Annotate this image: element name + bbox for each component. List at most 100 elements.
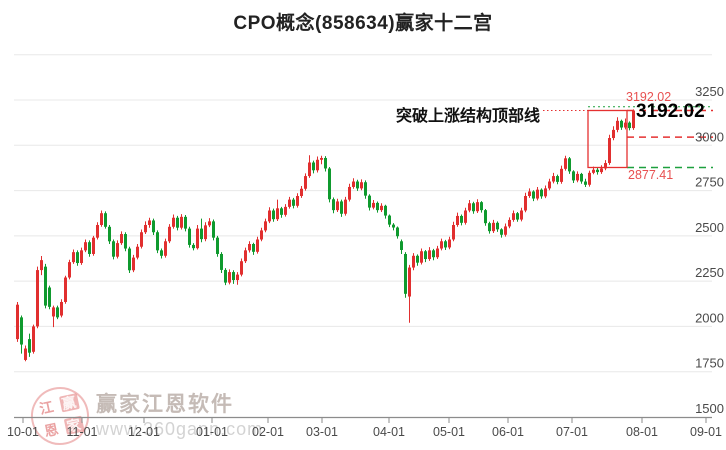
candle xyxy=(624,122,627,128)
y-tick-label: 2250 xyxy=(695,265,724,280)
x-tick-label: 07-01 xyxy=(556,425,588,439)
candle xyxy=(76,252,79,264)
candle xyxy=(100,213,103,225)
x-tick-label: 10-01 xyxy=(7,425,39,439)
x-tick-label: 02-01 xyxy=(252,425,284,439)
candle xyxy=(356,181,359,189)
candle xyxy=(192,244,195,249)
x-tick-label: 06-01 xyxy=(492,425,524,439)
x-tick-label: 12-01 xyxy=(128,425,160,439)
candle xyxy=(172,217,175,227)
candle xyxy=(576,173,579,181)
candle xyxy=(460,215,463,223)
candle xyxy=(500,229,503,235)
candle xyxy=(312,162,315,171)
candle xyxy=(280,208,283,215)
candle xyxy=(592,169,595,173)
candle xyxy=(36,270,39,327)
candle xyxy=(28,339,31,353)
candle xyxy=(464,210,467,223)
candle xyxy=(112,241,115,257)
candle xyxy=(20,317,23,345)
candle xyxy=(16,304,19,340)
candle xyxy=(292,199,295,206)
x-tick-label: 09-01 xyxy=(690,425,722,439)
candle xyxy=(316,159,319,171)
breakout-annotation-label: 突破上涨结构顶部线 xyxy=(395,108,540,125)
candle xyxy=(336,201,339,211)
candle xyxy=(544,188,547,197)
candle xyxy=(284,206,287,215)
breakout-box xyxy=(587,109,628,169)
candle xyxy=(604,163,607,169)
candle xyxy=(196,228,199,249)
candle xyxy=(200,228,203,240)
candle xyxy=(328,168,331,200)
x-tick-label: 03-01 xyxy=(306,425,338,439)
candle xyxy=(564,158,567,169)
candle xyxy=(212,221,215,238)
candle xyxy=(152,220,155,233)
candle xyxy=(52,307,55,317)
gridlines xyxy=(14,54,712,373)
candle xyxy=(248,244,251,251)
candle xyxy=(376,202,379,211)
candle xyxy=(72,252,75,263)
candle xyxy=(308,162,311,177)
candle xyxy=(272,210,275,220)
candle xyxy=(364,182,367,196)
candle xyxy=(208,221,211,226)
candle xyxy=(420,251,423,263)
y-tick-label: 2500 xyxy=(695,220,724,235)
candle xyxy=(136,246,139,258)
candle xyxy=(392,224,395,228)
candle xyxy=(92,237,95,254)
candle xyxy=(184,216,187,229)
candle xyxy=(584,181,587,185)
candle xyxy=(236,274,239,281)
candle xyxy=(580,173,583,182)
candle xyxy=(164,241,167,256)
candle xyxy=(540,189,543,197)
y-axis-labels: 3250 3000 2750 2500 2250 2000 1750 1500 xyxy=(695,84,724,416)
candle xyxy=(60,301,63,316)
candle xyxy=(156,232,159,251)
candle xyxy=(516,213,519,220)
candle xyxy=(436,248,439,258)
candle xyxy=(352,181,355,187)
candle xyxy=(304,176,307,189)
candle xyxy=(140,232,143,247)
candle xyxy=(232,272,235,281)
candle xyxy=(176,217,179,228)
candle xyxy=(348,186,351,200)
candle xyxy=(388,215,391,225)
candle xyxy=(380,205,383,211)
candle xyxy=(568,158,571,172)
candle xyxy=(372,202,375,208)
candle xyxy=(524,196,527,211)
structure-lines xyxy=(543,106,713,169)
candle xyxy=(368,195,371,208)
candle xyxy=(24,348,27,360)
candle xyxy=(528,191,531,197)
candle xyxy=(48,287,51,307)
candle xyxy=(476,202,479,212)
candle xyxy=(96,224,99,238)
candle xyxy=(108,226,111,242)
bottom-structure-value-label: 2877.41 xyxy=(628,168,674,182)
candle xyxy=(588,172,591,185)
candle xyxy=(396,227,399,237)
candle xyxy=(632,110,635,129)
candle xyxy=(224,269,227,283)
candle xyxy=(416,255,419,263)
y-tick-label: 3000 xyxy=(695,129,724,144)
candle xyxy=(552,176,555,182)
x-axis: 10-01 11-01 12-01 01-01 02-01 03-01 04-01 05-01… xyxy=(7,416,722,439)
y-tick-label: 3250 xyxy=(695,84,724,99)
last-price-label: 3192.02 xyxy=(636,101,705,122)
candle xyxy=(244,250,247,262)
candle xyxy=(404,253,407,294)
candle xyxy=(480,202,483,211)
